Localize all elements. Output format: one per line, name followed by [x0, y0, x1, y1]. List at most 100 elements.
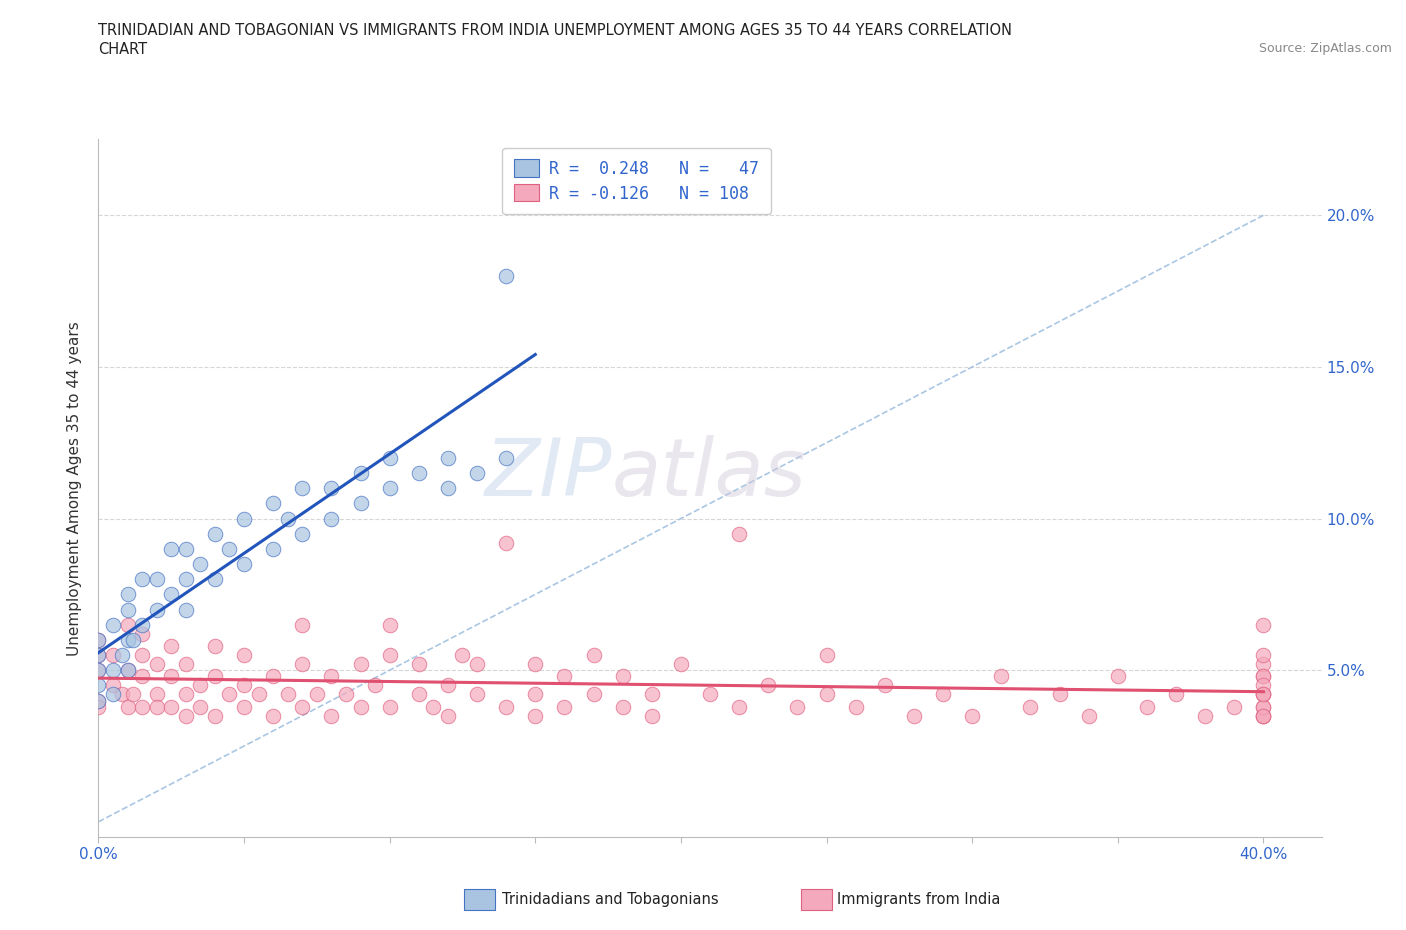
Point	[233, 647, 256, 662]
Text: TRINIDADIAN AND TOBAGONIAN VS IMMIGRANTS FROM INDIA UNEMPLOYMENT AMONG AGES 35 T: TRINIDADIAN AND TOBAGONIAN VS IMMIGRANTS…	[98, 23, 1012, 38]
Point	[131, 669, 153, 684]
Point	[233, 557, 256, 572]
Text: Source: ZipAtlas.com: Source: ZipAtlas.com	[1258, 42, 1392, 55]
Point	[1253, 709, 1275, 724]
Point	[1253, 657, 1275, 671]
Point	[131, 618, 153, 632]
Point	[815, 687, 838, 702]
Point	[437, 450, 460, 465]
Point	[1253, 699, 1275, 714]
Point	[87, 693, 110, 708]
Point	[378, 699, 401, 714]
Point	[1253, 669, 1275, 684]
Legend: R =  0.248   N =   47, R = -0.126   N = 108: R = 0.248 N = 47, R = -0.126 N = 108	[502, 148, 770, 214]
Point	[524, 657, 547, 671]
Point	[1253, 647, 1275, 662]
Point	[437, 481, 460, 496]
Point	[218, 541, 240, 556]
Point	[553, 699, 575, 714]
Point	[960, 709, 983, 724]
Point	[641, 709, 664, 724]
Point	[364, 678, 387, 693]
Point	[378, 647, 401, 662]
Point	[117, 663, 139, 678]
Point	[262, 541, 284, 556]
Point	[131, 572, 153, 587]
Point	[101, 647, 124, 662]
Point	[437, 678, 460, 693]
Point	[305, 687, 328, 702]
Point	[87, 647, 110, 662]
Point	[174, 687, 197, 702]
Point	[174, 541, 197, 556]
Point	[204, 526, 226, 541]
Point	[131, 627, 153, 642]
Point	[582, 647, 605, 662]
Point	[262, 496, 284, 511]
Point	[204, 639, 226, 654]
Point	[277, 687, 299, 702]
Text: Trinidadians and Tobagonians: Trinidadians and Tobagonians	[502, 892, 718, 907]
Point	[291, 526, 314, 541]
Point	[174, 709, 197, 724]
Point	[451, 647, 474, 662]
Point	[1253, 669, 1275, 684]
Point	[524, 178, 547, 193]
Point	[160, 669, 183, 684]
Point	[756, 678, 779, 693]
Point	[174, 572, 197, 587]
Point	[160, 587, 183, 602]
Point	[1253, 687, 1275, 702]
Point	[233, 678, 256, 693]
Point	[131, 647, 153, 662]
Point	[247, 687, 270, 702]
Point	[465, 657, 488, 671]
Point	[87, 632, 110, 647]
Point	[932, 687, 955, 702]
Point	[321, 481, 343, 496]
Point	[160, 639, 183, 654]
Point	[277, 512, 299, 526]
Point	[465, 466, 488, 481]
Point	[262, 669, 284, 684]
Point	[378, 450, 401, 465]
Point	[728, 526, 751, 541]
Point	[495, 450, 517, 465]
Point	[117, 618, 139, 632]
Point	[218, 687, 240, 702]
Point	[495, 536, 517, 551]
Point	[204, 572, 226, 587]
Text: atlas: atlas	[612, 435, 807, 513]
Point	[1194, 709, 1216, 724]
Point	[145, 602, 167, 617]
Point	[1136, 699, 1159, 714]
Point	[408, 687, 430, 702]
Point	[111, 687, 134, 702]
Point	[786, 699, 808, 714]
Point	[204, 669, 226, 684]
Point	[117, 602, 139, 617]
Point	[990, 669, 1012, 684]
Point	[101, 687, 124, 702]
Point	[87, 663, 110, 678]
Point	[465, 687, 488, 702]
Point	[321, 669, 343, 684]
Point	[160, 541, 183, 556]
Point	[174, 657, 197, 671]
Point	[87, 663, 110, 678]
Point	[1049, 687, 1071, 702]
Point	[495, 269, 517, 284]
Point	[845, 699, 868, 714]
Point	[1019, 699, 1042, 714]
Point	[145, 572, 167, 587]
Point	[1223, 699, 1246, 714]
Point	[101, 618, 124, 632]
Point	[335, 687, 357, 702]
Point	[101, 663, 124, 678]
Point	[188, 678, 212, 693]
Y-axis label: Unemployment Among Ages 35 to 44 years: Unemployment Among Ages 35 to 44 years	[67, 321, 83, 656]
Point	[422, 699, 444, 714]
Point	[495, 699, 517, 714]
Point	[233, 512, 256, 526]
Point	[291, 618, 314, 632]
